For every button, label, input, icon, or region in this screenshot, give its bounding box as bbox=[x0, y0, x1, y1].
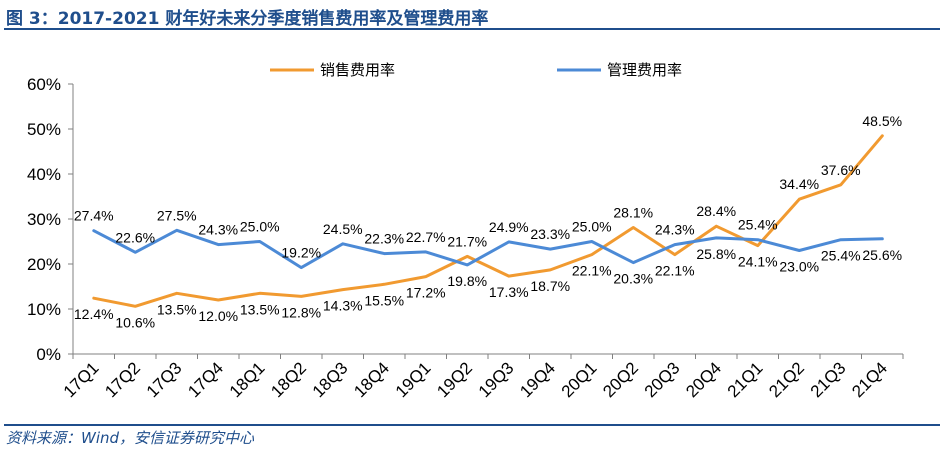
legend-label: 销售费用率 bbox=[320, 62, 395, 79]
data-label-sales: 14.3% bbox=[323, 298, 363, 314]
data-label-sales: 34.4% bbox=[779, 176, 819, 192]
x-tick-label: 18Q4 bbox=[350, 358, 393, 401]
x-tick-label: 17Q3 bbox=[143, 358, 186, 401]
legend-label: 管理费用率 bbox=[607, 62, 682, 79]
y-tick-label: 0% bbox=[36, 345, 61, 364]
data-label-admin: 24.5% bbox=[323, 221, 363, 237]
chart-legend: 销售费用率 管理费用率 bbox=[270, 62, 682, 79]
data-label-admin: 24.3% bbox=[655, 222, 695, 238]
data-label-admin: 19.2% bbox=[281, 245, 321, 261]
data-label-sales: 10.6% bbox=[115, 314, 155, 330]
data-label-sales: 22.1% bbox=[655, 263, 695, 279]
data-label-admin: 19.8% bbox=[447, 273, 487, 289]
data-label-sales: 48.5% bbox=[862, 113, 902, 129]
data-label-admin: 22.7% bbox=[406, 229, 446, 245]
x-tick-label: 20Q4 bbox=[682, 358, 725, 401]
data-label-sales: 17.3% bbox=[489, 284, 529, 300]
data-label-sales: 24.1% bbox=[738, 254, 778, 270]
y-tick-label: 10% bbox=[27, 300, 61, 319]
series-line-admin bbox=[92, 228, 884, 270]
x-tick-label: 21Q2 bbox=[765, 358, 808, 401]
data-label-sales: 28.1% bbox=[613, 205, 653, 221]
data-label-admin: 27.4% bbox=[74, 208, 114, 224]
data-label-sales: 17.2% bbox=[406, 285, 446, 301]
series-line-sales bbox=[92, 134, 884, 308]
data-label-admin: 24.9% bbox=[489, 219, 529, 235]
y-tick-label: 60% bbox=[27, 75, 61, 94]
data-label-sales: 22.1% bbox=[572, 263, 612, 279]
title-rule bbox=[4, 28, 940, 30]
data-label-admin: 22.3% bbox=[364, 231, 404, 247]
data-label-admin: 27.5% bbox=[157, 207, 197, 223]
x-tick-label: 18Q2 bbox=[267, 358, 310, 401]
data-label-admin: 25.0% bbox=[240, 219, 280, 235]
data-label-admin: 22.6% bbox=[115, 229, 155, 245]
y-tick-label: 30% bbox=[27, 210, 61, 229]
x-tick-label: 18Q3 bbox=[309, 358, 352, 401]
x-tick-label: 19Q1 bbox=[392, 358, 435, 401]
x-tick-label: 21Q3 bbox=[807, 358, 850, 401]
x-tick-label: 21Q4 bbox=[848, 358, 891, 401]
x-tick-label: 20Q1 bbox=[558, 358, 601, 401]
data-label-sales: 12.8% bbox=[281, 304, 321, 320]
data-label-admin: 23.0% bbox=[779, 259, 819, 275]
x-tick-label: 21Q1 bbox=[724, 358, 767, 401]
source-note: 资料来源：Wind，安信证券研究中心 bbox=[6, 429, 255, 447]
data-label-admin: 24.3% bbox=[198, 222, 238, 238]
x-tick-label: 20Q3 bbox=[641, 358, 684, 401]
chart-series bbox=[92, 134, 884, 308]
x-tick-label: 17Q1 bbox=[60, 358, 103, 401]
y-tick-label: 40% bbox=[27, 165, 61, 184]
data-label-sales: 28.4% bbox=[696, 203, 736, 219]
data-label-sales: 15.5% bbox=[364, 292, 404, 308]
data-label-admin: 25.0% bbox=[572, 219, 612, 235]
data-label-sales: 13.5% bbox=[157, 301, 197, 317]
chart-data-labels: 12.4%10.6%13.5% 12.0% 13.5% 12.8% 14.3% 15.5%… bbox=[74, 113, 902, 331]
x-tick-label: 19Q3 bbox=[475, 358, 518, 401]
data-label-admin: 25.4% bbox=[738, 217, 778, 233]
data-label-admin: 23.3% bbox=[530, 226, 570, 242]
x-tick-label: 19Q4 bbox=[516, 358, 559, 401]
x-tick-label: 17Q4 bbox=[184, 358, 227, 401]
data-label-sales: 18.7% bbox=[530, 278, 570, 294]
x-tick-label: 17Q2 bbox=[101, 358, 144, 401]
data-label-sales: 21.7% bbox=[447, 233, 487, 249]
source-rule bbox=[4, 424, 940, 426]
data-label-sales: 37.6% bbox=[821, 162, 861, 178]
data-label-sales: 12.0% bbox=[198, 308, 238, 324]
y-tick-label: 50% bbox=[27, 120, 61, 139]
x-tick-label: 20Q2 bbox=[599, 358, 642, 401]
data-label-admin: 25.8% bbox=[696, 246, 736, 262]
x-tick-label: 18Q1 bbox=[226, 358, 269, 401]
x-tick-label: 19Q2 bbox=[433, 358, 476, 401]
y-tick-label: 20% bbox=[27, 255, 61, 274]
data-label-admin: 25.6% bbox=[862, 247, 902, 263]
data-label-sales: 12.4% bbox=[74, 306, 114, 322]
data-label-admin: 25.4% bbox=[821, 248, 861, 264]
figure-title: 图 3：2017-2021 财年好未来分季度销售费用率及管理费用率 bbox=[6, 9, 489, 29]
data-label-admin: 20.3% bbox=[613, 271, 653, 287]
data-label-sales: 13.5% bbox=[240, 301, 280, 317]
